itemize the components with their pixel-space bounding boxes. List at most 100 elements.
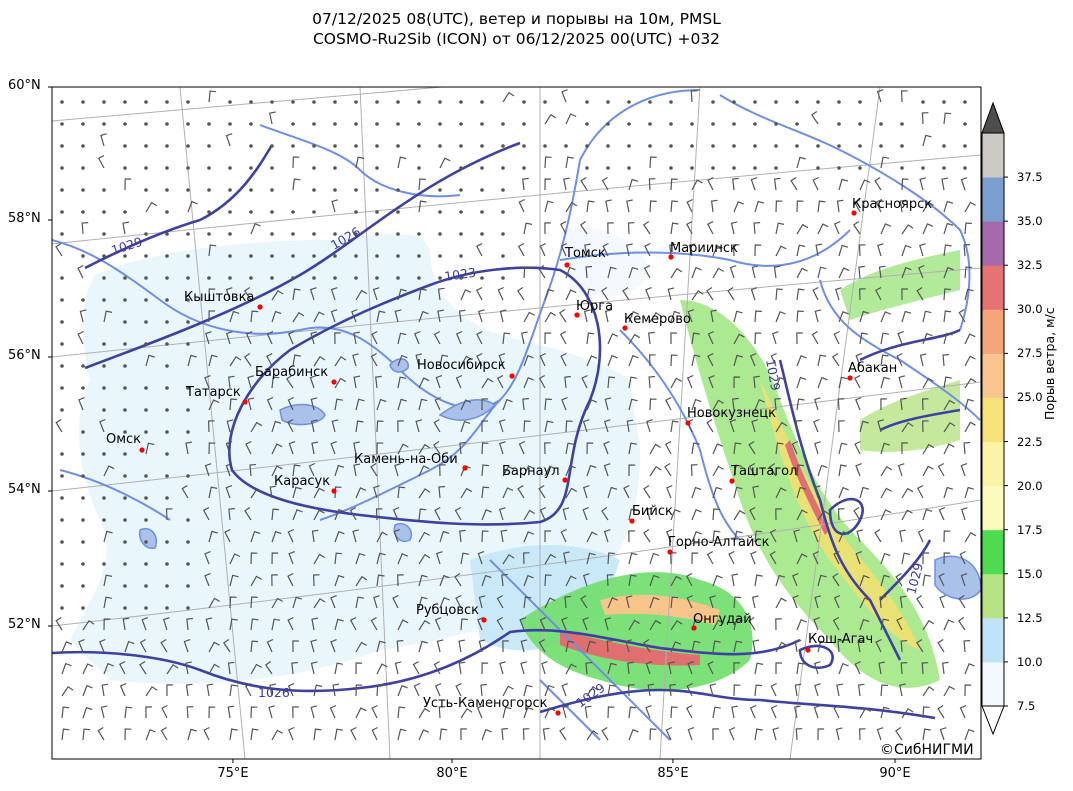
calm-dot	[291, 232, 295, 236]
calm-dot	[858, 100, 862, 104]
wind-barb	[437, 309, 444, 323]
calm-dot	[228, 254, 232, 258]
colorbar-frame	[981, 132, 1005, 707]
city-marker	[555, 710, 561, 716]
wind-barb	[502, 640, 509, 653]
wind-barb	[97, 726, 105, 741]
calm-dot	[438, 188, 442, 192]
wind-barb	[544, 311, 557, 323]
calm-dot	[249, 166, 253, 170]
wind-barb	[775, 311, 786, 323]
wind-barb	[355, 398, 365, 411]
wind-barb	[101, 683, 109, 697]
wind-barb	[476, 704, 484, 719]
graticule	[52, 87, 981, 759]
wind-barb	[813, 661, 821, 675]
colorbar-tick-label: 17.5	[1017, 522, 1043, 537]
wind-barb	[775, 200, 783, 213]
wind-barb	[796, 486, 807, 499]
calm-dot	[81, 144, 85, 148]
city-label: Карасук	[274, 474, 331, 489]
wind-barb	[523, 420, 531, 433]
wind-barb	[922, 310, 932, 323]
wind-barb	[538, 264, 546, 279]
wind-barb	[628, 619, 640, 631]
wind-barb	[918, 264, 925, 279]
wind-barb	[353, 463, 361, 477]
calm-dot	[627, 122, 631, 126]
wind-barb	[712, 486, 723, 499]
wind-barb	[899, 199, 907, 213]
wind-barb	[854, 374, 861, 389]
wind-barb	[520, 331, 528, 345]
calm-dot	[690, 144, 694, 148]
wind-barb	[901, 442, 908, 455]
wind-barb	[249, 463, 257, 477]
calm-dot	[837, 122, 841, 126]
wind-barb	[311, 441, 319, 455]
wind-barb	[523, 531, 535, 543]
calm-dot	[102, 518, 106, 522]
wind-barb	[103, 596, 113, 609]
wind-barb	[478, 595, 486, 609]
wind-barb	[250, 530, 261, 543]
wind-barb	[397, 486, 406, 499]
wind-barb	[435, 551, 443, 565]
wind-barb	[77, 264, 84, 279]
wind-barb	[707, 352, 714, 367]
wind-barb	[349, 506, 357, 521]
wind-barb	[243, 353, 252, 367]
wind-barb	[460, 355, 472, 367]
calm-dot	[144, 430, 148, 434]
calm-dot	[123, 496, 127, 500]
calm-dot	[942, 100, 946, 104]
wind-barb	[61, 728, 70, 741]
calm-dot	[165, 320, 169, 324]
wind-barb	[732, 397, 739, 411]
lon-label: 75°E	[217, 766, 249, 781]
wind-barb	[880, 311, 892, 323]
wind-barb	[544, 707, 556, 719]
wind-barb	[939, 595, 946, 609]
wind-barb	[522, 177, 529, 191]
wind-barb	[628, 311, 640, 323]
calm-dot	[774, 122, 778, 126]
wind-barb	[607, 354, 618, 367]
wind-barb	[601, 287, 609, 301]
calm-dot	[186, 122, 190, 126]
wind-barb	[943, 244, 952, 257]
wind-barb	[460, 552, 470, 565]
wind-barb	[901, 552, 911, 565]
calm-dot	[396, 188, 400, 192]
wind-barb	[628, 266, 639, 279]
wind-barb	[415, 419, 423, 433]
calm-dot	[396, 210, 400, 214]
wind-barb	[497, 286, 504, 301]
wind-barb	[502, 553, 515, 565]
wind-barb	[139, 638, 147, 653]
wind-barb	[418, 553, 431, 565]
wind-barb	[481, 398, 489, 411]
calm-dot	[123, 342, 127, 346]
city-marker	[331, 379, 337, 385]
wind-barb	[880, 398, 887, 411]
wind-barb	[712, 399, 724, 411]
wind-barb	[857, 683, 865, 697]
wind-barb	[897, 463, 905, 477]
city-marker	[685, 420, 691, 426]
wind-barb	[376, 684, 384, 697]
wind-barb	[579, 221, 588, 235]
calm-dot	[942, 166, 946, 170]
wind-barb	[942, 353, 950, 367]
wind-barb	[310, 705, 318, 719]
wind-barb	[775, 597, 787, 609]
wind-barb	[728, 726, 736, 741]
wind-barb	[559, 220, 567, 235]
wind-barb	[205, 331, 212, 345]
wind-barb	[855, 463, 862, 477]
wind-barb	[498, 353, 506, 367]
wind-barb	[544, 442, 551, 455]
calm-dot	[81, 562, 85, 566]
wind-barb	[963, 441, 971, 455]
wind-barb	[250, 706, 258, 719]
